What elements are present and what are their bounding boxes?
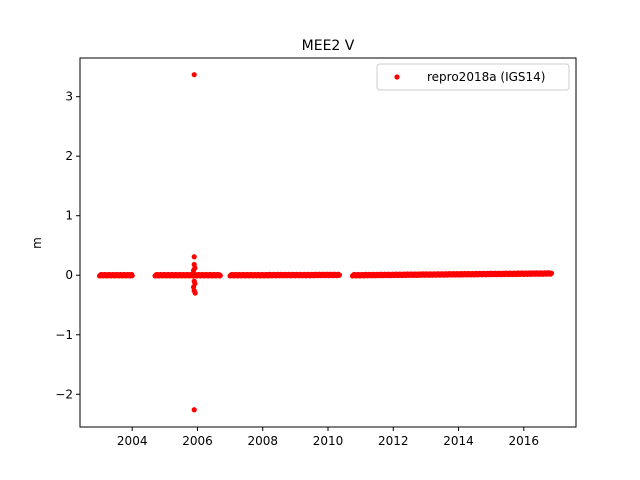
chart-title: MEE2 V (302, 38, 355, 54)
x-tick-label: 2012 (378, 434, 409, 448)
x-tick-label: 2008 (247, 434, 278, 448)
legend: repro2018a (IGS14) (376, 63, 570, 91)
data-point (217, 272, 223, 279)
x-tick-label: 2004 (117, 434, 148, 448)
outlier-point (192, 290, 198, 296)
y-tick-label: −2 (55, 387, 73, 401)
y-tick-label: 2 (65, 149, 73, 163)
y-tick-label: 1 (65, 209, 73, 223)
x-tick-label: 2016 (509, 434, 540, 448)
data-point (129, 273, 135, 279)
legend-entry: repro2018a (IGS14) (427, 70, 545, 84)
x-tick-label: 2006 (182, 434, 213, 448)
data-points (96, 72, 555, 413)
x-tick-label: 2014 (443, 434, 474, 448)
x-tick-label: 2010 (313, 434, 344, 448)
outlier-point (191, 254, 197, 260)
legend-box (376, 63, 570, 91)
data-point (336, 272, 343, 278)
y-axis-label: m (30, 237, 44, 249)
legend-marker (394, 74, 400, 80)
outlier-point (190, 267, 197, 274)
axis-ticks: 2004 2006 2008 2010 2012 2014 2016 −2 −1 0 1 2 3 (55, 90, 539, 448)
outlier-point (191, 72, 197, 78)
outlier-point (191, 407, 197, 413)
plot-frame (79, 57, 577, 428)
y-tick-label: −1 (55, 328, 73, 342)
data-point (548, 270, 555, 276)
y-tick-label: 3 (65, 90, 73, 104)
y-tick-label: 0 (65, 268, 73, 282)
